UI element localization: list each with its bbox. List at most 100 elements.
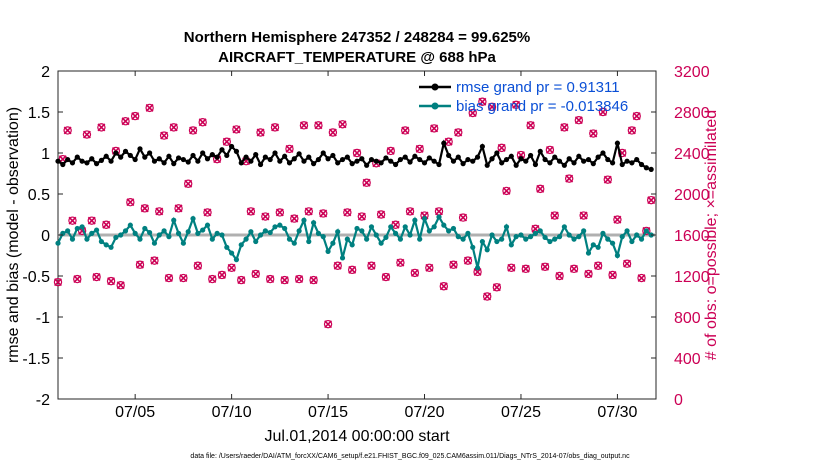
y2-tick-label: 3200 bbox=[674, 64, 710, 81]
obs-possible-marker bbox=[135, 260, 145, 269]
bias-point bbox=[185, 229, 191, 235]
obs-assimilated-marker bbox=[87, 216, 96, 225]
y2-tick-label: 1600 bbox=[674, 228, 710, 245]
rmse-point bbox=[547, 160, 553, 166]
obs-possible-marker bbox=[642, 226, 651, 236]
bias-point bbox=[614, 252, 621, 259]
legend: rmse grand pr = 0.91311 bias grand pr = … bbox=[419, 79, 628, 115]
rmse-point bbox=[383, 155, 389, 161]
rmse-point bbox=[306, 154, 312, 160]
bias-point bbox=[267, 229, 273, 236]
bias-point bbox=[315, 230, 322, 236]
obs-assimilated-marker bbox=[512, 100, 521, 109]
obs-possible-marker bbox=[622, 259, 632, 268]
obs-possible-marker bbox=[261, 212, 270, 221]
bias-point bbox=[450, 225, 457, 232]
rmse-point bbox=[470, 158, 476, 164]
bias-point bbox=[151, 240, 158, 246]
obs-assimilated-marker bbox=[271, 123, 279, 132]
obs-possible-marker bbox=[169, 123, 178, 132]
bias-point bbox=[339, 255, 346, 261]
y-axis-label: rmse and bias (model - observation) bbox=[5, 107, 22, 363]
bias-point bbox=[528, 234, 534, 240]
obs-assimilated-marker bbox=[632, 112, 641, 121]
obs-assimilated-marker bbox=[579, 211, 588, 220]
obs-possible-marker bbox=[468, 108, 477, 118]
bias-point bbox=[190, 216, 196, 222]
obs-assimilated-marker bbox=[54, 278, 62, 287]
rmse-point bbox=[219, 147, 225, 153]
rmse-point bbox=[325, 156, 331, 162]
rmse-point bbox=[388, 158, 394, 164]
rmse-point bbox=[79, 158, 85, 164]
bias-point bbox=[503, 224, 510, 230]
obs-assimilated-marker bbox=[488, 102, 496, 111]
obs-possible-marker bbox=[497, 143, 506, 153]
bias-point bbox=[474, 265, 481, 271]
obs-possible-marker bbox=[396, 258, 405, 267]
obs-assimilated-marker bbox=[357, 212, 366, 221]
obs-possible-marker bbox=[439, 282, 449, 291]
legend-bias-marker bbox=[431, 102, 439, 110]
obs-possible-marker bbox=[290, 214, 299, 223]
rmse-point bbox=[257, 161, 264, 168]
obs-assimilated-marker bbox=[353, 149, 361, 157]
bias-point bbox=[460, 236, 466, 242]
rmse-point bbox=[421, 160, 428, 166]
bias-point bbox=[103, 242, 109, 248]
obs-assimilated-marker bbox=[449, 260, 458, 269]
obs-possible-marker bbox=[429, 124, 439, 133]
obs-assimilated-marker bbox=[131, 112, 140, 121]
obs-assimilated-marker bbox=[68, 216, 77, 225]
obs-assimilated-marker bbox=[319, 209, 328, 218]
bias-point bbox=[349, 242, 355, 248]
rmse-point bbox=[605, 156, 611, 163]
y-tick-label: -1 bbox=[36, 310, 50, 327]
obs-possible-marker bbox=[198, 118, 207, 127]
bias-point bbox=[108, 244, 114, 250]
obs-assimilated-marker bbox=[290, 214, 299, 223]
bias-point bbox=[282, 225, 288, 232]
obs-possible-marker bbox=[492, 283, 502, 292]
obs-possible-marker bbox=[574, 115, 584, 125]
bias-point bbox=[556, 234, 563, 240]
rmse-point bbox=[479, 143, 485, 150]
obs-possible-marker bbox=[627, 126, 637, 135]
obs-possible-marker bbox=[333, 261, 342, 270]
obs-assimilated-marker bbox=[589, 129, 598, 138]
bias-point bbox=[137, 236, 143, 242]
bias-point bbox=[89, 230, 95, 236]
obs-assimilated-marker bbox=[526, 121, 535, 130]
obs-assimilated-marker bbox=[160, 131, 169, 140]
bias-point bbox=[566, 232, 572, 238]
obs-possible-marker bbox=[569, 264, 579, 274]
bias-point bbox=[359, 228, 365, 234]
obs-possible-marker bbox=[449, 260, 458, 269]
obs-possible-marker bbox=[323, 319, 333, 329]
obs-possible-marker bbox=[328, 128, 338, 137]
rmse-point bbox=[156, 156, 162, 162]
obs-possible-marker bbox=[179, 273, 188, 283]
bias-point bbox=[277, 222, 283, 228]
rmse-point bbox=[436, 161, 442, 168]
bias-point bbox=[233, 257, 240, 263]
obs-possible-marker bbox=[130, 111, 140, 121]
rmse-line bbox=[57, 139, 652, 171]
rmse-point bbox=[238, 160, 244, 166]
obs-possible-marker bbox=[536, 184, 545, 194]
obs-assimilated-marker bbox=[463, 256, 472, 265]
bias-point bbox=[378, 240, 384, 246]
rmse-point bbox=[489, 156, 495, 162]
obs-assimilated-marker bbox=[251, 269, 260, 278]
bias-point bbox=[436, 214, 442, 220]
obs-assimilated-marker bbox=[367, 261, 376, 270]
bias-point bbox=[479, 238, 485, 245]
bias-point bbox=[581, 228, 587, 234]
bias-point bbox=[93, 227, 100, 233]
rmse-point bbox=[248, 158, 254, 164]
bias-point bbox=[161, 228, 167, 234]
bias-point bbox=[330, 240, 336, 246]
obs-possible-marker bbox=[603, 175, 612, 184]
rmse-point bbox=[253, 152, 259, 158]
obs-possible-marker bbox=[184, 179, 193, 188]
